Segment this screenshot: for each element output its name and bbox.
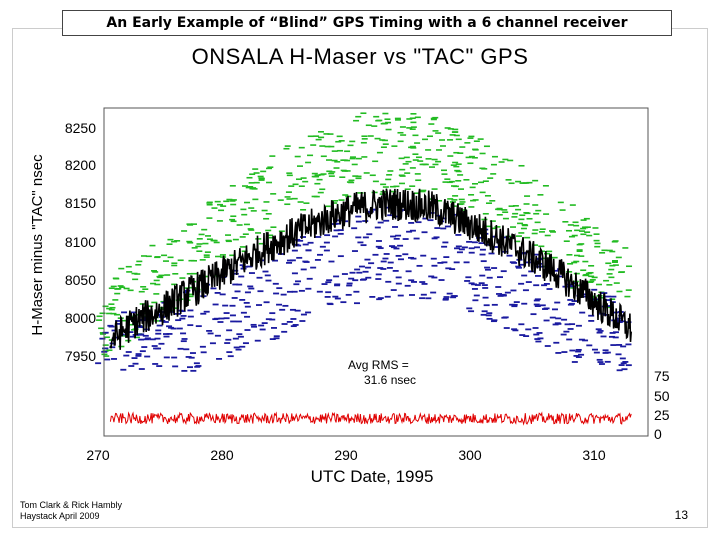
x-axis-label: UTC Date, 1995 [311,467,434,486]
y2-tick-label: 25 [654,407,670,423]
y2-tick-label: 50 [654,388,670,404]
y-tick-label: 8000 [65,310,96,326]
y-tick-label: 8250 [65,120,96,136]
y2-tick-label: 75 [654,368,670,384]
annotation-line1: Avg RMS = [348,358,409,372]
slide-title: An Early Example of “Blind” GPS Timing w… [62,10,672,36]
rms-series-line [109,411,632,426]
x-tick-label: 310 [582,447,606,463]
annotation-line2: 31.6 nsec [364,373,416,387]
plot-area-frame [103,107,649,437]
y-tick-label: 8150 [65,195,96,211]
y-tick-label: 8100 [65,234,96,250]
y-tick-label: 8050 [65,272,96,288]
x-tick-label: 280 [210,447,234,463]
credit: Tom Clark & Rick Hambly Haystack April 2… [20,500,122,522]
credit-line2: Haystack April 2009 [20,511,100,521]
x-tick-label: 270 [86,447,110,463]
chart-title: ONSALA H-Maser vs "TAC" GPS [191,44,529,69]
page-number: 13 [674,508,688,522]
y-tick-label: 7950 [65,348,96,364]
y-tick-label: 8200 [65,157,96,173]
x-tick-label: 290 [334,447,358,463]
main-series-line [109,188,632,350]
y2-tick-label: 0 [654,426,662,442]
x-tick-label: 300 [458,447,482,463]
credit-line1: Tom Clark & Rick Hambly [20,500,123,510]
annotation-box [345,356,545,396]
y-axis-label: H-Maser minus "TAC" nsec [29,154,46,336]
